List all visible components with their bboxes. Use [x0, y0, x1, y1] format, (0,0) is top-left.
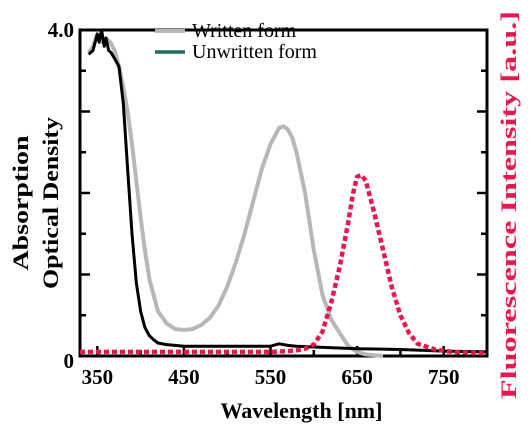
- x-tick-label: 750: [428, 365, 460, 389]
- legend-label: Unwritten form: [192, 41, 317, 63]
- x-tick-label: 350: [82, 365, 114, 389]
- y-tick-label: 4.0: [48, 18, 74, 42]
- x-tick-label: 450: [168, 365, 200, 389]
- legend-label: Written form: [192, 20, 297, 42]
- series-group: [80, 30, 487, 356]
- x-tick-label: 550: [255, 365, 287, 389]
- y-axis-title-line2: Optical Density: [38, 117, 63, 289]
- series-fluorescence-line: [80, 175, 487, 354]
- series-written-line: [89, 34, 383, 356]
- x-axis-title: Wavelength [nm]: [221, 398, 383, 423]
- x-tick-label: 650: [341, 365, 373, 389]
- labels: 350 450 550 650 750 0 4.0 Wavelength [nm] Absorp…: [8, 11, 521, 423]
- y-tick-label: 0: [64, 349, 75, 373]
- y2-axis-title: Fluorescence Intensity [a.u.]: [496, 11, 521, 399]
- series-unwritten-line: [89, 30, 487, 352]
- y-axis-title-line1: Absorption: [8, 136, 33, 271]
